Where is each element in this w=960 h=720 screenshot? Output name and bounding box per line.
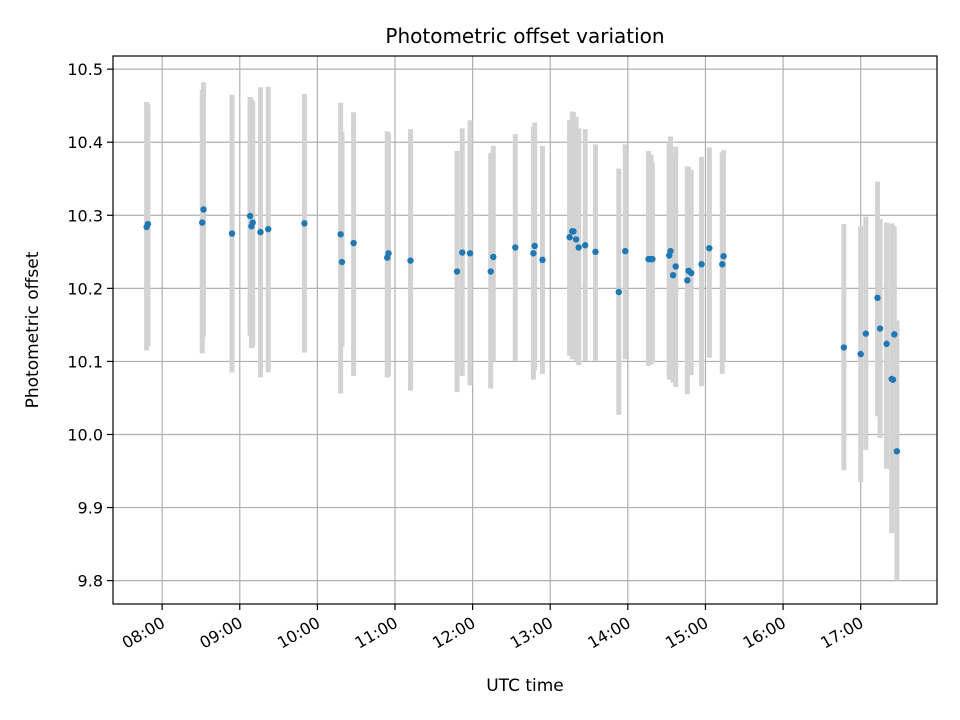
- data-point: [874, 294, 881, 302]
- data-point: [144, 220, 152, 228]
- data-point: [487, 268, 494, 275]
- y-tick-label: 9.9: [78, 499, 103, 518]
- data-point: [876, 325, 884, 332]
- data-point: [228, 230, 236, 237]
- data-point: [592, 248, 599, 256]
- data-point: [684, 277, 691, 284]
- data-point: [581, 242, 589, 249]
- data-point: [669, 272, 677, 279]
- data-point: [857, 350, 864, 358]
- data-point: [246, 212, 254, 220]
- y-axis-label: Photometric offset: [23, 251, 43, 408]
- data-point: [719, 261, 726, 268]
- data-point: [615, 288, 622, 296]
- plot-frame: [112, 55, 938, 605]
- data-point: [667, 247, 674, 255]
- data-point: [265, 225, 272, 233]
- data-point: [338, 258, 346, 266]
- data-point: [570, 228, 577, 235]
- y-tick-label: 10.5: [67, 60, 103, 79]
- data-point: [466, 250, 474, 257]
- data-point: [530, 250, 537, 257]
- chart-title: Photometric offset variation: [385, 24, 664, 48]
- y-tick-label: 10.0: [67, 425, 103, 444]
- data-point: [459, 249, 466, 256]
- data-point: [350, 239, 357, 247]
- x-axis-label: UTC time: [486, 676, 564, 696]
- y-tick-label: 9.8: [78, 572, 103, 591]
- y-tick-label: 10.4: [67, 133, 103, 152]
- data-point: [512, 244, 519, 251]
- data-point: [385, 250, 392, 257]
- data-point: [672, 263, 679, 270]
- y-axis-ticks: 9.8 9.9 10.0 10.1 10.2 10.3 10.4 10.5: [67, 60, 113, 591]
- data-point: [200, 206, 207, 213]
- data-point: [720, 253, 727, 260]
- data-point: [698, 261, 705, 268]
- y-tick-label: 10.1: [67, 352, 103, 371]
- data-point: [301, 220, 308, 227]
- data-point: [539, 256, 546, 264]
- data-point: [453, 268, 461, 275]
- data-points: [143, 206, 901, 455]
- data-point: [893, 448, 901, 455]
- data-point: [575, 244, 582, 251]
- y-tick-label: 10.2: [67, 279, 103, 298]
- data-point: [407, 257, 414, 264]
- data-point: [622, 247, 629, 255]
- data-point: [862, 330, 870, 337]
- data-point: [891, 331, 898, 338]
- grid-lines: [113, 56, 937, 604]
- data-point: [257, 228, 264, 236]
- data-point: [566, 234, 573, 241]
- data-point: [688, 269, 695, 277]
- data-point: [490, 253, 497, 261]
- data-point: [199, 219, 206, 226]
- data-point: [840, 344, 848, 351]
- data-point: [883, 340, 890, 348]
- data-point: [249, 219, 256, 226]
- data-point: [337, 231, 344, 238]
- data-point: [531, 242, 538, 250]
- data-point: [706, 244, 713, 252]
- data-point: [572, 236, 580, 243]
- data-point: [889, 376, 897, 383]
- y-tick-label: 10.3: [67, 206, 103, 225]
- data-point: [649, 255, 656, 263]
